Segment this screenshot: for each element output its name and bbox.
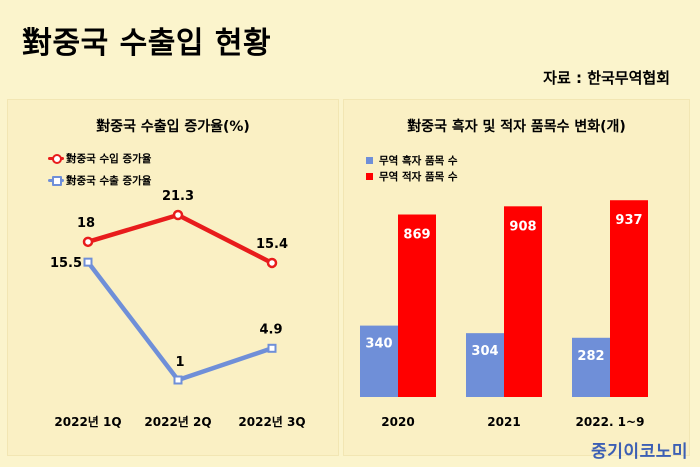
- x-tick-label: 2022. 1~9: [576, 415, 645, 429]
- legend-item-surplus: 무역 흑자 품목 수: [366, 154, 458, 167]
- legend-item-export: 對중국 수출 증가율: [48, 172, 151, 188]
- bar: [466, 333, 504, 397]
- line-point: [267, 343, 277, 353]
- legend-marker-export: [48, 175, 64, 186]
- bar-data-label: 340: [365, 337, 392, 352]
- data-label: 1: [175, 355, 184, 370]
- x-tick-label: 2021: [487, 415, 520, 429]
- bar-data-label: 282: [577, 349, 604, 364]
- line-point: [82, 236, 94, 248]
- data-label: 21.3: [162, 189, 194, 204]
- legend-label-import: 對중국 수입 증가율: [66, 152, 152, 165]
- data-label: 18: [77, 216, 95, 231]
- data-label: 15.5: [50, 256, 82, 271]
- x-tick-label: 2022년 1Q: [54, 415, 121, 429]
- legend-swatch-surplus: [366, 156, 373, 164]
- bar-chart-panel: 對중국 흑자 및 적자 품목수 변화(개) 무역 흑자 품목 수 무역 적자 품…: [344, 100, 689, 455]
- legend-swatch-deficit: [366, 172, 373, 180]
- bar-chart-plot: 340 869 2020 304 908 2021 282 937 2022. 1~9: [360, 200, 648, 429]
- x-tick-label: 2020: [381, 415, 414, 429]
- bar: [360, 325, 398, 397]
- bar: [572, 337, 610, 397]
- legend-item-import: 對중국 수입 증가율: [48, 150, 151, 166]
- line-chart-title: 對중국 수출입 증가율(%): [96, 119, 250, 135]
- x-tick-label: 2022년 2Q: [144, 415, 211, 429]
- bar: [504, 206, 542, 397]
- line-chart-panel: 對중국 수출입 증가율(%) 對중국 수입 증가율 對중국 수출 증가율 18 2…: [8, 100, 338, 455]
- page-title: 對중국 수출입 현황: [22, 26, 272, 61]
- legend-label-export: 對중국 수출 증가율: [66, 174, 152, 187]
- bar: [398, 214, 436, 397]
- data-label: 15.4: [256, 237, 288, 252]
- bar-chart-title: 對중국 흑자 및 적자 품목수 변화(개): [407, 119, 626, 135]
- bar-data-label: 937: [615, 213, 642, 228]
- line-chart-plot: 18 21.3 15.4 15.5 1 4.9 2022년 1Q 2022년 2Q 2022년 …: [50, 189, 306, 429]
- legend-marker-import: [48, 153, 64, 164]
- line-point: [172, 209, 184, 221]
- line-point: [266, 257, 278, 269]
- bar: [610, 200, 648, 397]
- data-label: 4.9: [259, 322, 282, 337]
- bar-data-label: 908: [509, 219, 536, 234]
- line-point: [83, 257, 93, 267]
- x-tick-label: 2022년 3Q: [238, 415, 305, 429]
- line-series-0: [85, 212, 275, 266]
- bar-chart-legend: 무역 흑자 품목 수 무역 적자 품목 수: [366, 154, 458, 188]
- legend-label-surplus: 무역 흑자 품목 수: [379, 154, 458, 167]
- bar-data-label: 304: [471, 344, 498, 359]
- bar-data-label: 869: [403, 228, 430, 243]
- legend-item-deficit: 무역 적자 품목 수: [366, 170, 458, 183]
- line-point: [173, 375, 183, 385]
- brand-logo-text: 중기이코노미: [591, 442, 688, 462]
- legend-label-deficit: 무역 적자 품목 수: [379, 170, 458, 183]
- line-chart-legend: 對중국 수입 증가율 對중국 수출 증가율: [48, 150, 151, 194]
- source-note: 자료 : 한국무역협회: [543, 69, 670, 87]
